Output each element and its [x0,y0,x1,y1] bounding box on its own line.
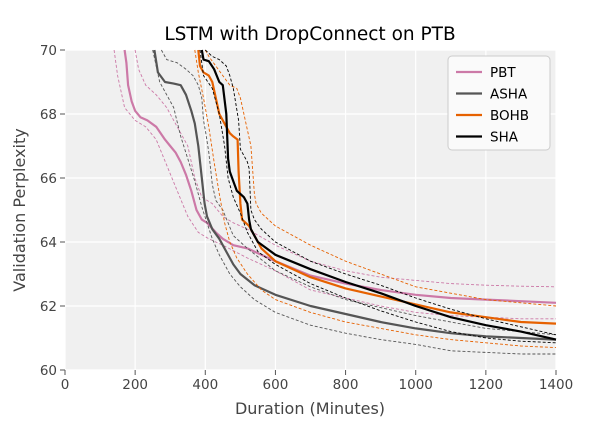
legend-label-asha: ASHA [490,87,528,103]
series-sha [199,49,557,344]
legend-box [447,55,551,151]
x-tick-label: 200 [122,377,148,393]
x-tick-label: 1000 [399,377,433,393]
x-tick-label: 400 [192,377,218,393]
y-axis: 60 62 64 66 68 70 [40,43,65,379]
x-axis: 0 200 400 600 800 1000 1200 1400 [61,370,573,393]
y-tick-label: 68 [40,107,57,123]
legend-label-pbt: PBT [490,65,516,81]
legend-entries: PBT ASHA BOHB SHA [456,65,529,146]
series-asha [152,49,557,355]
series-asha-lower-bound [152,49,556,355]
y-tick-label: 62 [40,299,57,315]
legend-entry-asha: ASHA [456,87,528,103]
series-bohb-lower-bound [194,49,557,349]
x-tick-label: 800 [333,377,359,393]
series-pbt-mean-line [123,49,557,304]
series-pbt [113,49,557,320]
legend-entry-bohb: BOHB [456,108,529,124]
chart-title: LSTM with DropConnect on PTB [164,24,455,45]
series-sha-mean-line [200,49,557,341]
legend-label-bohb: BOHB [490,108,529,124]
series-asha-upper-bound [161,49,557,336]
y-tick-label: 60 [40,363,57,379]
series-pbt-lower-bound [113,49,556,320]
series-asha-mean-line [153,49,557,341]
x-tick-label: 600 [263,377,289,393]
y-axis-label: Validation Perplexity [10,128,29,291]
legend-entry-pbt: PBT [456,65,516,81]
legend-label-sha: SHA [490,130,519,146]
y-tick-label: 66 [40,171,57,187]
series-bohb-upper-bound [204,49,557,307]
x-axis-label: Duration (Minutes) [235,399,385,418]
legend: PBT ASHA BOHB SHA [447,55,551,151]
x-tick-label: 1400 [539,377,573,393]
legend-entry-sha: SHA [456,130,519,146]
x-tick-label: 0 [61,377,70,393]
x-tick-label: 1200 [469,377,503,393]
series-layer [113,49,557,355]
series-pbt-upper-bound [134,49,557,288]
y-tick-label: 64 [40,235,57,251]
y-tick-label: 70 [40,43,57,59]
series-sha-lower-bound [199,49,557,344]
